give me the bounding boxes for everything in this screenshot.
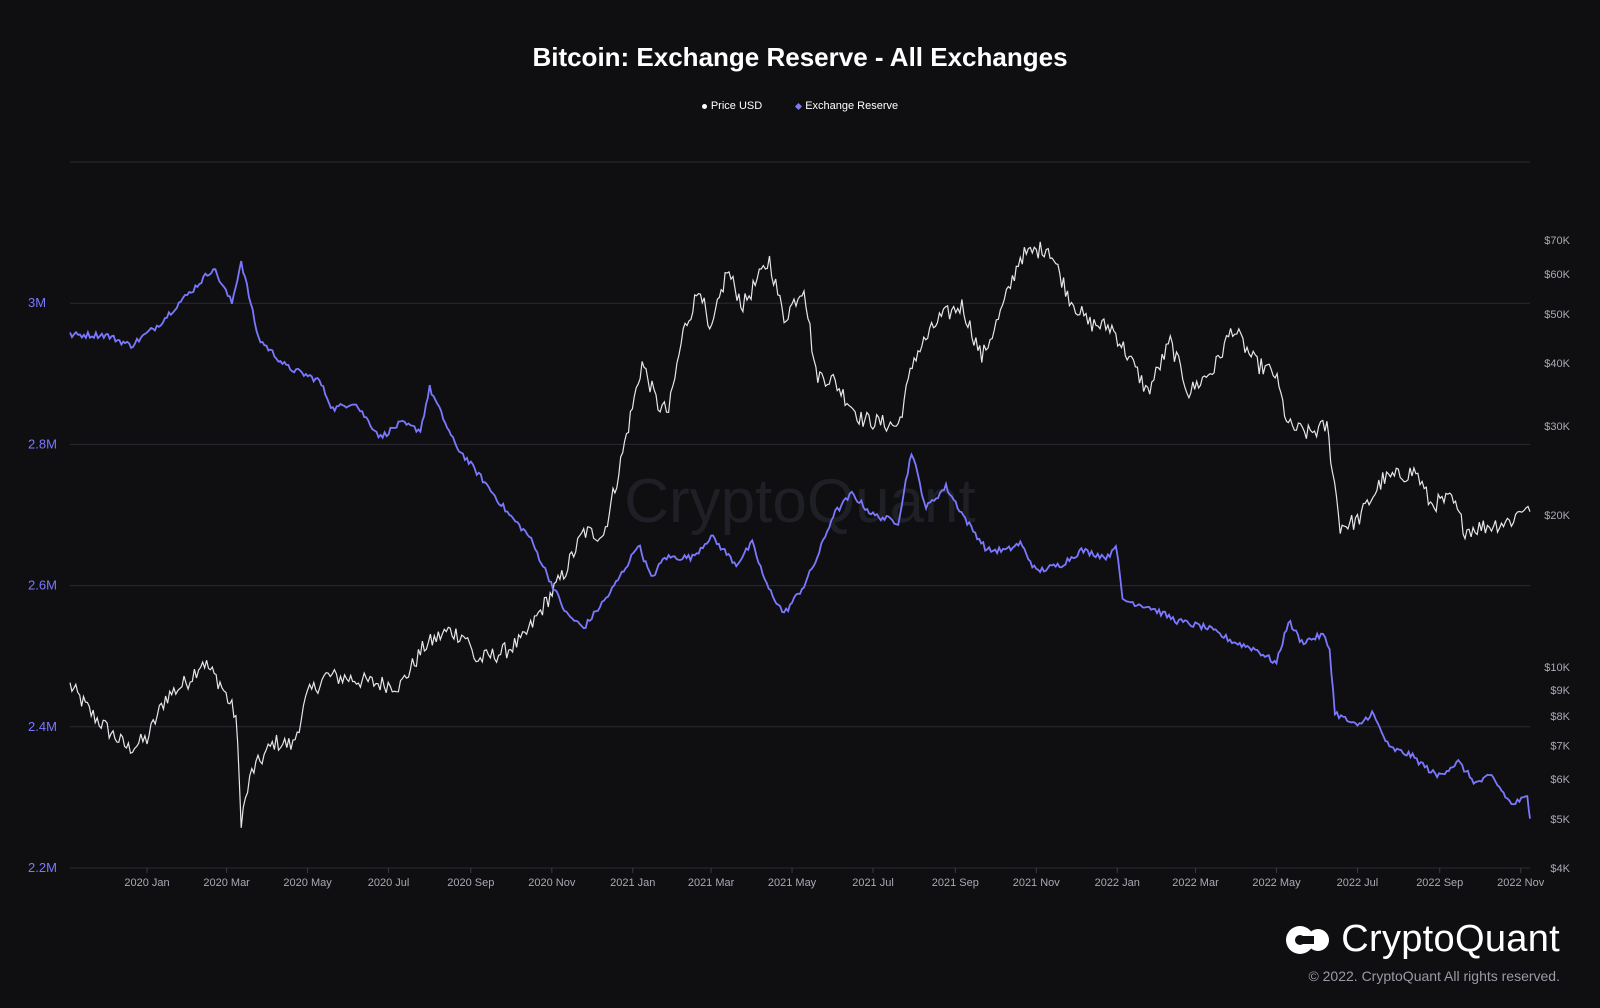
x-tick-label: 2021 Sep [932,877,979,889]
series-line-reserve [69,260,1531,819]
x-tick-label: 2020 Jul [368,877,410,889]
legend-label-reserve: Exchange Reserve [805,100,899,112]
series-line-price [69,241,1531,828]
x-tick-label: 2021 Mar [688,877,735,889]
y-right-tick-label: $50K [1544,309,1570,321]
y-right-tick-label: $10K [1544,662,1570,674]
legend-marker-price [701,103,707,109]
x-tick-label: 2020 Nov [528,877,576,889]
legend-label-price: Price USD [710,100,763,112]
y-right-tick-label: $8K [1550,711,1570,723]
copyright-text: © 2022. CryptoQuant All rights reserved. [1308,968,1560,984]
y-left-tick-label: 2.4M [28,719,57,734]
y-right-tick-label: $5K [1550,814,1570,826]
x-tick-label: 2022 Nov [1497,877,1545,889]
chart-title: Bitcoin: Exchange Reserve - All Exchange… [532,42,1068,72]
y-right-tick-label: $9K [1550,685,1570,697]
y-left-tick-label: 2.6M [28,578,57,593]
x-tick-label: 2022 Sep [1416,877,1463,889]
y-right-tick-label: $60K [1544,269,1570,281]
legend-item-price[interactable]: Price USD [701,100,763,112]
brand-logo: CryptoQuant [1283,918,1560,961]
x-tick-label: 2020 Jan [124,877,169,889]
y-right-tick-label: $20K [1544,510,1570,522]
x-tick-label: 2021 Jan [610,877,655,889]
x-tick-label: 2022 May [1252,877,1301,889]
y-right-tick-label: $70K [1544,235,1570,247]
y-left-tick-label: 2.8M [28,436,57,451]
x-tick-label: 2022 Mar [1172,877,1219,889]
watermark: CryptoQuant [624,467,976,536]
x-tick-label: 2020 Sep [447,877,494,889]
legend-item-reserve[interactable]: Exchange Reserve [795,100,899,112]
y-right-tick-label: $6K [1550,774,1570,786]
x-tick-label: 2021 Nov [1013,877,1061,889]
x-tick-label: 2020 Mar [203,877,250,889]
y-right-tick-label: $7K [1550,740,1570,752]
x-tick-label: 2022 Jul [1337,877,1379,889]
y-left-tick-label: 3M [28,295,46,310]
x-tick-label: 2022 Jan [1095,877,1140,889]
y-right-tick-label: $30K [1544,421,1570,433]
x-tick-label: 2020 May [283,877,332,889]
y-left-tick-label: 2.2M [28,860,57,875]
cryptoquant-logo-icon [1286,925,1330,954]
brand-name: CryptoQuant [1341,918,1560,960]
x-tick-label: 2021 May [768,877,817,889]
y-right-tick-label: $4K [1550,863,1570,875]
y-right-tick-label: $40K [1544,358,1570,370]
x-tick-label: 2021 Jul [852,877,894,889]
chart-legend: Price USD Exchange Reserve [0,100,1600,112]
